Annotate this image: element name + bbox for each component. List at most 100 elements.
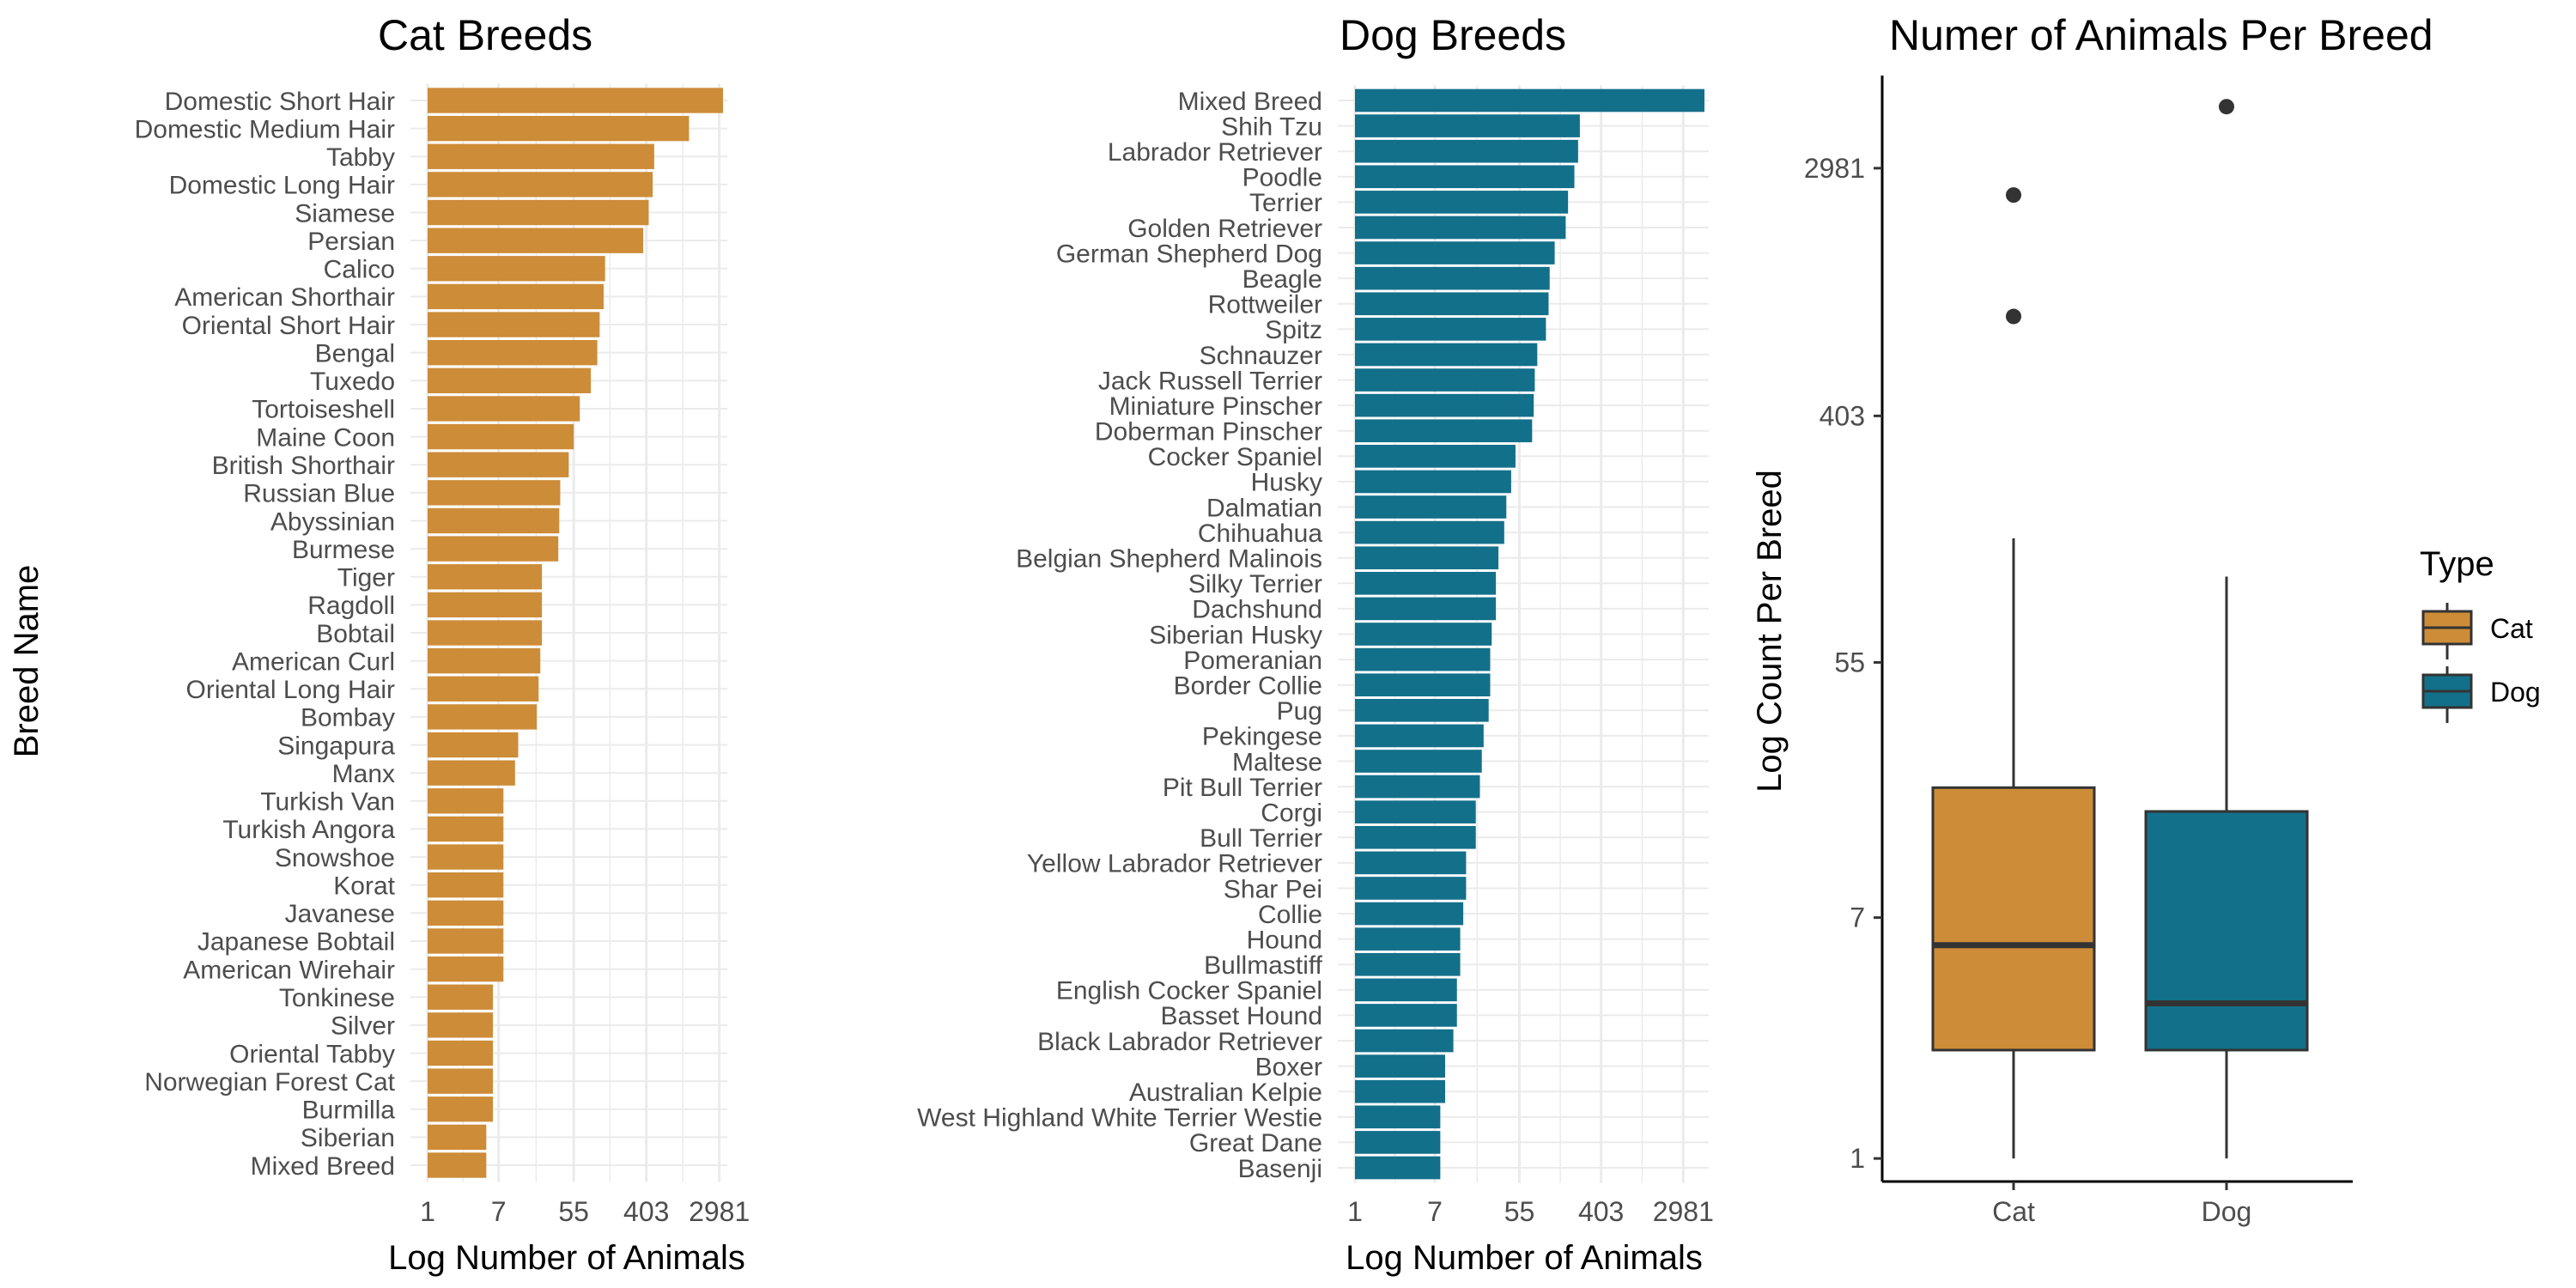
boxplot-x-ticks: Cat Dog [1992,1182,2251,1227]
category-label: Bobtail [316,620,395,648]
bar-domestic-long-hair [428,172,653,197]
bar-abyssinian [428,507,560,534]
boxplot-panel: Numer of Animals Per Breed Log Count Per… [1751,11,2541,1227]
bar-border-collie [1355,673,1491,697]
category-label: Oriental Long Hair [186,676,395,704]
bar-american-shorthair [428,283,605,310]
category-label: Chihuahua [1198,519,1322,548]
category-label: Jack Russell Terrier [1098,367,1322,395]
bar-poodle [1355,165,1575,189]
bar-corgi [1355,800,1476,823]
category-label: American Wirehair [183,956,395,984]
category-label: Labrador Retriever [1108,138,1322,167]
y-tick-label: 403 [1820,400,1865,431]
category-label: Pekingese [1202,723,1322,751]
category-label: Turkish Angora [222,816,395,844]
bar-manx [428,760,515,786]
bar-pekingese [1355,724,1484,748]
x-tick-label: 1 [420,1196,435,1227]
bar-pomeranian [1355,647,1491,671]
bar-shar-pei [1355,877,1467,900]
bar-maine-coon [428,423,574,450]
bar-jack-russell-terrier [1355,368,1535,392]
dog-bars [1355,88,1704,1180]
bar-husky [1355,470,1511,494]
category-label: Siberian Husky [1149,621,1322,649]
category-label: Shih Tzu [1221,112,1322,141]
category-label: American Curl [232,647,395,676]
bar-basenji [1355,1156,1441,1180]
bar-pug [1355,698,1489,722]
category-label: Collie [1258,901,1322,929]
bar-maltese [1355,750,1482,773]
bar-american-curl [428,647,541,674]
category-label: Dachshund [1192,596,1322,624]
category-label: Burmese [292,536,395,564]
bar-basset-hound [1355,1004,1457,1027]
bar-japanese-bobtail [428,928,504,954]
x-tick-label: 1 [1347,1196,1363,1227]
category-label: Silver [331,1012,395,1041]
bar-oriental-long-hair [428,676,539,702]
category-label: Abyssinian [270,507,395,536]
bar-golden-retriever [1355,216,1566,240]
bar-silky-terrier [1355,571,1497,595]
bar-schnauzer [1355,343,1538,367]
x-tick-label: 7 [1427,1196,1443,1227]
bar-tabby [428,143,654,169]
cat-breeds-panel: Cat Breeds Breed Name Log Number of Anim… [8,11,750,1277]
bar-siberian-husky [1355,623,1492,646]
bar-great-dane [1355,1131,1441,1154]
bar-yellow-labrador-retriever [1355,851,1467,875]
legend-title: Type [2420,545,2494,583]
category-label: Burmilla [302,1097,396,1125]
category-label: Bull Terrier [1200,824,1322,853]
y-tick-label: 7 [1850,902,1865,933]
x-tick-label: 55 [1504,1196,1535,1227]
bar-english-cocker-spaniel [1355,978,1457,1002]
category-label: Persian [307,228,395,256]
bar-hound [1355,927,1461,951]
category-label: Cocker Spaniel [1148,443,1322,471]
category-label: Boxer [1255,1053,1322,1081]
category-label: Russian Blue [243,480,395,508]
dog-x-tick-labels: 1 7 55 403 2981 [1347,1196,1714,1227]
category-label: Poodle [1242,164,1322,192]
category-label: Maine Coon [256,423,395,452]
legend-label: Cat [2490,613,2533,644]
legend-items: Cat Dog [2421,603,2541,723]
category-label: Bullmastiff [1204,951,1322,980]
bar-oriental-tabby [428,1040,494,1066]
category-label: Norwegian Forest Cat [144,1068,395,1097]
bar-calico [428,256,605,282]
bar-labrador-retriever [1355,139,1578,163]
outlier-point [2006,187,2021,204]
category-label: Tuxedo [310,368,395,396]
bar-chihuahua [1355,520,1504,544]
category-label: Mixed Breed [251,1152,395,1181]
bar-ragdoll [428,592,543,618]
category-label: Basset Hound [1161,1002,1322,1030]
bar-american-wirehair [428,956,504,982]
category-label: Mixed Breed [1178,88,1322,116]
category-label: German Shepherd Dog [1056,240,1322,268]
category-label: Calico [324,256,395,284]
x-tick-label: 7 [491,1196,507,1227]
category-label: Corgi [1261,799,1322,827]
bar-german-shepherd-dog [1355,241,1555,264]
category-label: Siberian [301,1124,395,1152]
x-tick-label: Cat [1992,1196,2035,1227]
category-label: Miniature Pinscher [1109,392,1322,421]
category-label: Beagle [1242,265,1322,294]
category-label: Siamese [295,199,395,228]
category-label: Snowshoe [275,844,395,872]
bar-bengal [428,340,598,366]
bar-terrier [1355,191,1569,214]
category-label: West Highland White Terrier Westie [917,1104,1322,1133]
bar-doberman-pinscher [1355,419,1533,443]
bar-bull-terrier [1355,825,1476,849]
bar-silver [428,1012,494,1038]
category-label: Pomeranian [1183,647,1322,675]
